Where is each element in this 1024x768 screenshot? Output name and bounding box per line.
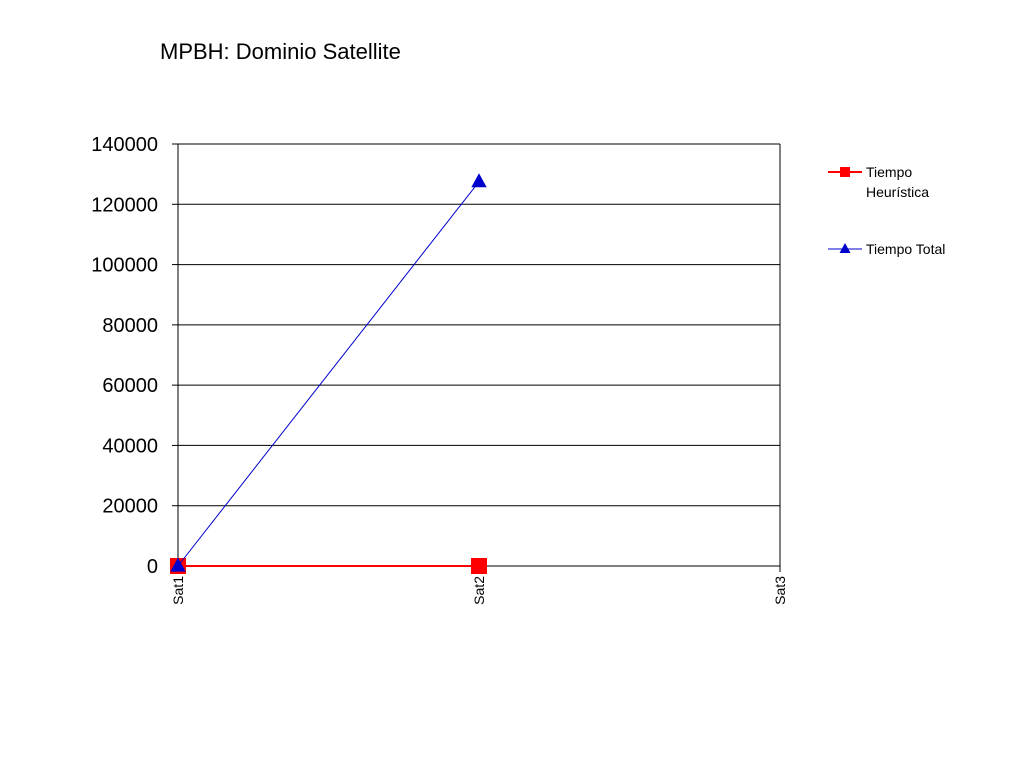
axes [172, 143, 781, 572]
series-0 [170, 558, 487, 574]
y-tick-label: 40000 [102, 435, 158, 457]
legend: Tiempo Heurística Tiempo Total [828, 164, 945, 257]
legend-entry-0: Tiempo Heurística [828, 164, 929, 200]
y-tick-label: 100000 [91, 255, 158, 277]
x-tick-label: Sat2 [471, 576, 487, 605]
x-tick-label: Sat1 [170, 576, 186, 605]
y-tick-label: 140000 [91, 134, 158, 156]
series-lines [170, 173, 487, 574]
data-point-marker [170, 557, 186, 572]
x-tick-labels: Sat1 Sat2 Sat3 [170, 576, 788, 605]
legend-label: Tiempo Total [866, 241, 945, 257]
y-tick-labels: 0 20000 40000 60000 80000 100000 120000 140000 [91, 134, 158, 578]
y-tick-label: 0 [147, 556, 158, 578]
data-point-marker [471, 173, 487, 188]
legend-label: Heurística [866, 184, 929, 200]
data-point-marker [471, 558, 487, 574]
x-tick-label: Sat3 [772, 576, 788, 605]
data-point-marker [840, 167, 850, 177]
y-tick-label: 80000 [102, 315, 158, 337]
y-tick-label: 60000 [102, 375, 158, 397]
data-point-marker [839, 243, 851, 253]
legend-entry-1: Tiempo Total [828, 241, 945, 257]
chart-title: MPBH: Dominio Satellite [160, 39, 401, 64]
series-1 [170, 173, 487, 572]
legend-label: Tiempo [866, 164, 912, 180]
series-line [177, 181, 480, 567]
y-tick-label: 20000 [102, 496, 158, 518]
y-tick-label: 120000 [91, 194, 158, 216]
